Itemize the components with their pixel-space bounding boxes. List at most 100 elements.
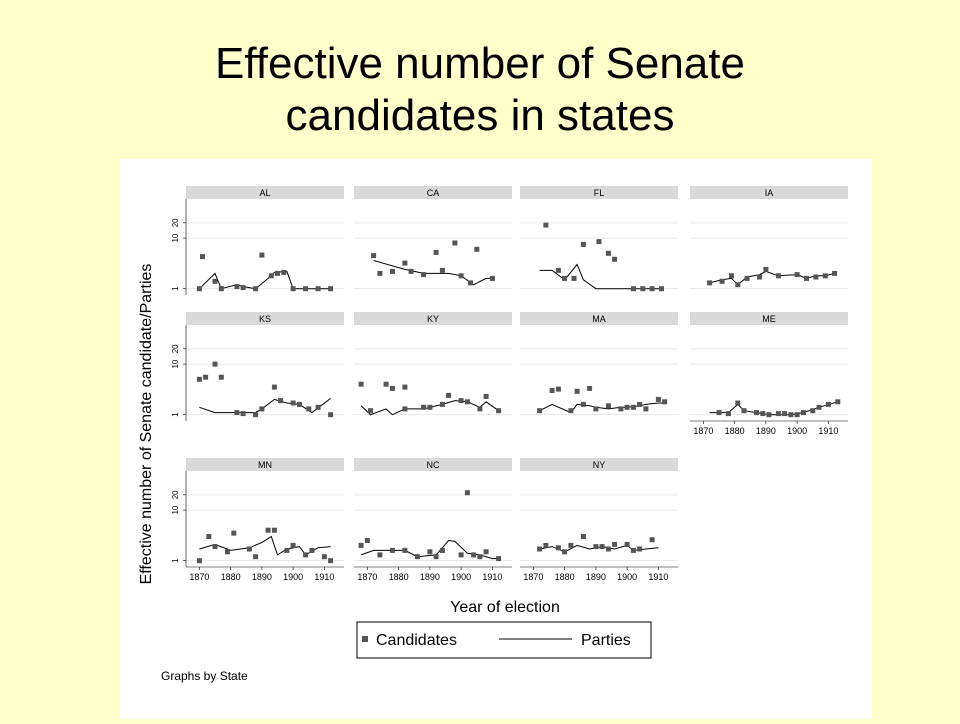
candidate-point-al-13 bbox=[315, 286, 321, 292]
candidate-point-ny-10 bbox=[624, 541, 630, 547]
candidate-point-ca-0 bbox=[371, 253, 377, 259]
candidate-point-nc-8 bbox=[439, 547, 445, 553]
candidate-point-ks-10 bbox=[290, 400, 296, 406]
slide-title: Effective number of Senate candidates in… bbox=[0, 38, 960, 142]
candidate-point-ks-3 bbox=[218, 374, 224, 380]
candidate-point-ny-3 bbox=[562, 549, 568, 555]
candidate-point-me-11 bbox=[800, 410, 806, 416]
candidate-point-nc-9 bbox=[458, 552, 464, 558]
candidate-point-mn-9 bbox=[284, 547, 290, 553]
candidate-point-ca-2 bbox=[389, 268, 395, 274]
candidate-point-ky-14 bbox=[496, 408, 502, 414]
candidate-point-fl-8 bbox=[630, 286, 636, 292]
parties-line-fl bbox=[539, 263, 662, 290]
candidate-point-al-7 bbox=[259, 252, 265, 258]
panel-label-me: ME bbox=[762, 314, 776, 324]
y-tick-label-mn-20: 20 bbox=[171, 490, 180, 499]
candidate-point-ia-4 bbox=[744, 275, 750, 281]
y-tick-label-al-10: 10 bbox=[171, 233, 180, 242]
legend-candidates-label: Candidates bbox=[376, 632, 457, 649]
candidate-point-ks-7 bbox=[259, 406, 265, 412]
candidate-point-ma-10 bbox=[624, 404, 630, 410]
candidate-point-nc-4 bbox=[402, 547, 408, 553]
x-tick-label-mn-1910: 1910 bbox=[314, 572, 334, 582]
candidate-point-fl-7 bbox=[612, 256, 618, 262]
panel-al: AL 1 10 20 bbox=[171, 186, 344, 295]
candidate-point-nc-5 bbox=[414, 554, 420, 560]
candidate-point-nc-0 bbox=[358, 542, 364, 548]
candidate-point-nc-2 bbox=[377, 552, 383, 558]
candidate-point-mn-2 bbox=[212, 544, 218, 550]
candidate-point-nc-3 bbox=[389, 547, 395, 553]
candidate-point-ky-9 bbox=[446, 392, 452, 398]
candidate-point-ia-5 bbox=[757, 274, 763, 280]
panel-strip-al bbox=[186, 186, 344, 199]
candidate-point-ia-3 bbox=[735, 282, 741, 288]
candidate-point-mn-11 bbox=[303, 552, 309, 558]
x-tick-label-me-1910: 1910 bbox=[818, 426, 838, 436]
candidate-point-ny-0 bbox=[537, 546, 543, 552]
candidate-point-me-12 bbox=[810, 408, 816, 414]
x-tick-label-ny-1870: 1870 bbox=[523, 572, 543, 582]
candidate-point-ia-12 bbox=[832, 270, 838, 276]
candidate-point-ca-10 bbox=[468, 280, 473, 286]
candidate-point-ca-7 bbox=[439, 267, 445, 273]
candidate-point-me-4 bbox=[754, 410, 759, 416]
candidate-point-fl-4 bbox=[580, 241, 586, 247]
parties-line-ca bbox=[373, 260, 493, 286]
candidate-point-ny-6 bbox=[593, 544, 599, 550]
candidate-point-ia-9 bbox=[804, 275, 809, 281]
panel-plot-area-mn bbox=[186, 471, 344, 567]
candidate-point-mn-3 bbox=[225, 549, 230, 555]
candidate-point-ca-9 bbox=[458, 273, 464, 279]
candidate-point-ny-12 bbox=[637, 546, 643, 552]
candidate-point-ca-1 bbox=[377, 270, 383, 276]
candidate-point-nc-10 bbox=[464, 490, 470, 496]
candidate-point-ny-11 bbox=[630, 547, 636, 553]
candidate-point-ky-10 bbox=[458, 398, 464, 404]
x-tick-label-me-1870: 1870 bbox=[693, 426, 713, 436]
candidate-point-mn-1 bbox=[206, 534, 212, 539]
candidate-point-ks-9 bbox=[278, 398, 284, 404]
panel-label-ny: NY bbox=[593, 460, 606, 470]
candidate-point-ma-11 bbox=[630, 404, 636, 410]
panel-ny: NY 1870 1880 1890 1900 1910 bbox=[520, 458, 678, 582]
candidate-point-me-5 bbox=[760, 411, 766, 417]
candidate-point-ia-6 bbox=[763, 266, 769, 272]
panel-plot-area-ma bbox=[520, 325, 678, 421]
panel-label-fl: FL bbox=[594, 188, 605, 198]
panel-label-ca: CA bbox=[427, 188, 440, 198]
candidate-point-nc-7 bbox=[433, 554, 439, 560]
y-axis-title: Effective number of Senate candidate/Par… bbox=[138, 264, 155, 585]
candidate-point-ks-8 bbox=[271, 384, 277, 390]
candidate-point-ia-11 bbox=[822, 273, 828, 279]
panel-plot-area-ia bbox=[690, 199, 848, 295]
candidate-point-ks-6 bbox=[253, 412, 259, 418]
candidate-point-ks-2 bbox=[212, 361, 218, 367]
panel-label-ky: KY bbox=[427, 314, 439, 324]
panel-strip-ia bbox=[690, 186, 848, 199]
y-tick-label-ks-1: 1 bbox=[171, 412, 180, 417]
panel-label-nc: NC bbox=[427, 460, 440, 470]
x-tick-label-me-1880: 1880 bbox=[725, 426, 745, 436]
candidate-point-ks-12 bbox=[306, 406, 312, 412]
candidate-point-mn-5 bbox=[246, 546, 252, 552]
panel-strip-nc bbox=[354, 458, 512, 471]
candidate-point-ia-1 bbox=[719, 278, 725, 284]
panel-label-al: AL bbox=[259, 188, 270, 198]
candidate-point-me-15 bbox=[835, 399, 841, 405]
panel-strip-mn bbox=[186, 458, 344, 471]
candidate-point-ma-5 bbox=[580, 401, 586, 407]
candidate-point-ks-11 bbox=[296, 401, 302, 407]
legend: Candidates Parties bbox=[356, 621, 652, 659]
panel-fl: FL bbox=[520, 186, 678, 295]
candidate-point-me-1 bbox=[725, 411, 731, 417]
candidate-point-mn-4 bbox=[231, 530, 237, 536]
panel-label-ma: MA bbox=[592, 314, 606, 324]
candidate-point-ks-14 bbox=[328, 412, 334, 418]
panel-plot-area-ny bbox=[520, 471, 678, 567]
candidate-point-me-2 bbox=[735, 400, 741, 406]
candidate-point-ny-2 bbox=[555, 545, 561, 551]
legend-parties-label: Parties bbox=[581, 632, 631, 649]
panel-strip-me bbox=[690, 312, 848, 325]
